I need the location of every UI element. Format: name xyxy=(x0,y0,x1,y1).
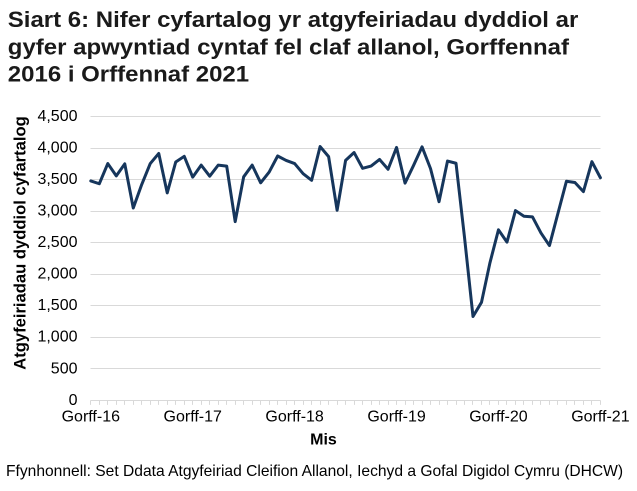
svg-text:4,500: 4,500 xyxy=(37,108,77,125)
svg-text:2016 i Orffennaf 2021: 2016 i Orffennaf 2021 xyxy=(8,61,250,86)
svg-text:1,500: 1,500 xyxy=(37,297,77,314)
svg-text:Gorff-19: Gorff-19 xyxy=(367,409,426,426)
svg-text:500: 500 xyxy=(51,360,78,377)
svg-text:2,000: 2,000 xyxy=(37,266,77,283)
svg-text:0: 0 xyxy=(69,392,78,409)
svg-text:1,000: 1,000 xyxy=(37,329,77,346)
svg-text:Gorff-20: Gorff-20 xyxy=(469,409,528,426)
svg-text:gyfer apwyntiad cyntaf fel cla: gyfer apwyntiad cyntaf fel claf allanol,… xyxy=(8,34,569,59)
svg-text:Gorff-21: Gorff-21 xyxy=(571,409,630,426)
svg-text:Atgyfeiriadau dyddiol cyfartal: Atgyfeiriadau dyddiol cyfartalog xyxy=(11,116,30,370)
svg-text:3,000: 3,000 xyxy=(37,203,77,220)
svg-text:Siart 6: Nifer cyfartalog yr a: Siart 6: Nifer cyfartalog yr atgyfeiriad… xyxy=(8,7,579,32)
svg-text:4,000: 4,000 xyxy=(37,140,77,157)
svg-text:2,500: 2,500 xyxy=(37,234,77,251)
svg-text:Mis: Mis xyxy=(310,431,337,448)
svg-text:Gorff-16: Gorff-16 xyxy=(62,409,121,426)
svg-text:Gorff-17: Gorff-17 xyxy=(164,409,223,426)
svg-text:Gorff-18: Gorff-18 xyxy=(265,409,324,426)
svg-text:Ffynhonnell: Set Ddata Atgyfei: Ffynhonnell: Set Ddata Atgyfeiriad Cleif… xyxy=(6,463,623,480)
svg-text:3,500: 3,500 xyxy=(37,171,77,188)
